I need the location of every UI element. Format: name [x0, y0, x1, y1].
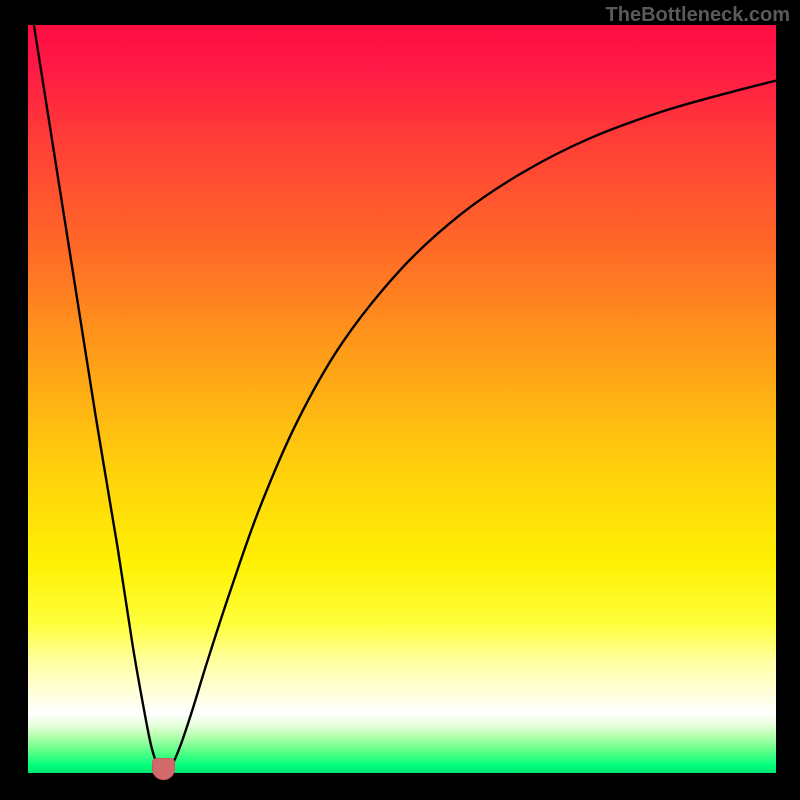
bottleneck-curve — [28, 25, 776, 773]
optimal-zone-marker — [152, 758, 174, 780]
watermark-text: TheBottleneck.com — [606, 4, 790, 27]
chart-plot-area — [28, 25, 776, 773]
